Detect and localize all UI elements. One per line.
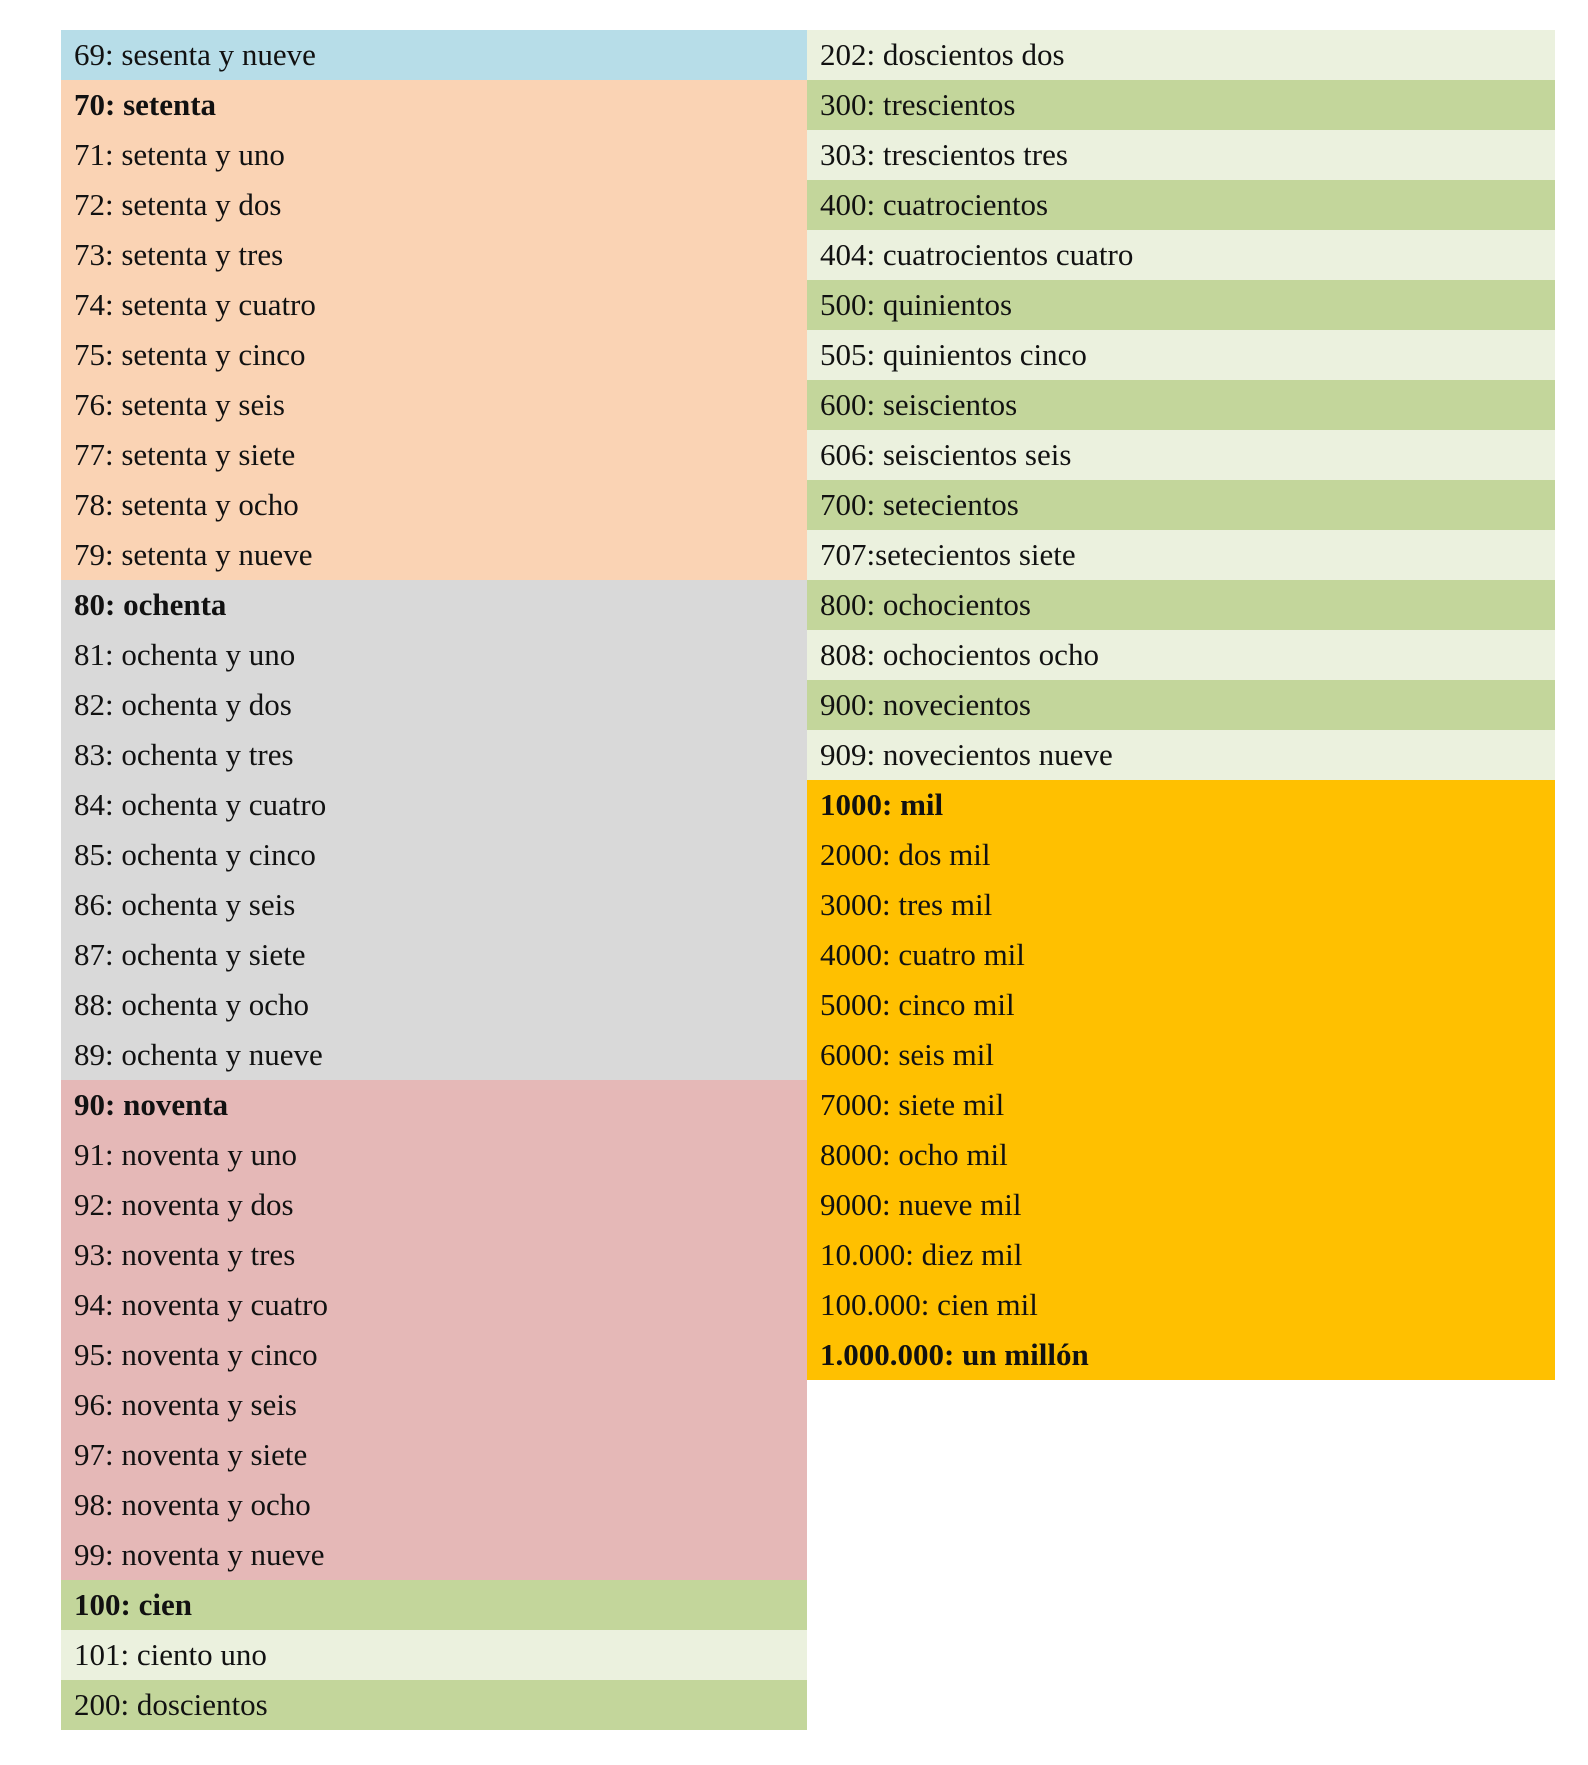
number-row: 100: cien bbox=[61, 1580, 807, 1630]
number-row: 79: setenta y nueve bbox=[61, 530, 807, 580]
numbers-table-left-column: 69: sesenta y nueve 70: setenta 71: setent… bbox=[61, 30, 807, 1730]
number-row: 900: novecientos bbox=[807, 680, 1555, 730]
number-row: 83: ochenta y tres bbox=[61, 730, 807, 780]
number-row: 1000: mil bbox=[807, 780, 1555, 830]
number-row: 75: setenta y cinco bbox=[61, 330, 807, 380]
number-row: 73: setenta y tres bbox=[61, 230, 807, 280]
number-row: 99: noventa y nueve bbox=[61, 1530, 807, 1580]
number-row: 84: ochenta y cuatro bbox=[61, 780, 807, 830]
number-row: 5000: cinco mil bbox=[807, 980, 1555, 1030]
number-row: 94: noventa y cuatro bbox=[61, 1280, 807, 1330]
number-row: 90: noventa bbox=[61, 1080, 807, 1130]
number-row: 600: seiscientos bbox=[807, 380, 1555, 430]
number-row: 72: setenta y dos bbox=[61, 180, 807, 230]
number-row: 9000: nueve mil bbox=[807, 1180, 1555, 1230]
number-row: 98: noventa y ocho bbox=[61, 1480, 807, 1530]
number-row: 8000: ocho mil bbox=[807, 1130, 1555, 1180]
number-row: 80: ochenta bbox=[61, 580, 807, 630]
numbers-table-right-column: 202: doscientos dos 300: trescientos 303: … bbox=[807, 30, 1555, 1380]
number-row: 909: novecientos nueve bbox=[807, 730, 1555, 780]
number-row: 505: quinientos cinco bbox=[807, 330, 1555, 380]
number-row: 6000: seis mil bbox=[807, 1030, 1555, 1080]
number-row: 700: setecientos bbox=[807, 480, 1555, 530]
number-row: 87: ochenta y siete bbox=[61, 930, 807, 980]
number-row: 78: setenta y ocho bbox=[61, 480, 807, 530]
number-row: 85: ochenta y cinco bbox=[61, 830, 807, 880]
number-row: 71: setenta y uno bbox=[61, 130, 807, 180]
number-row: 74: setenta y cuatro bbox=[61, 280, 807, 330]
number-row: 400: cuatrocientos bbox=[807, 180, 1555, 230]
number-row: 4000: cuatro mil bbox=[807, 930, 1555, 980]
number-row: 97: noventa y siete bbox=[61, 1430, 807, 1480]
number-row: 101: ciento uno bbox=[61, 1630, 807, 1680]
number-row: 808: ochocientos ocho bbox=[807, 630, 1555, 680]
number-row: 606: seiscientos seis bbox=[807, 430, 1555, 480]
number-row: 800: ochocientos bbox=[807, 580, 1555, 630]
number-row: 100.000: cien mil bbox=[807, 1280, 1555, 1330]
number-row: 92: noventa y dos bbox=[61, 1180, 807, 1230]
number-row: 82: ochenta y dos bbox=[61, 680, 807, 730]
number-row: 77: setenta y siete bbox=[61, 430, 807, 480]
number-row: 95: noventa y cinco bbox=[61, 1330, 807, 1380]
number-row: 86: ochenta y seis bbox=[61, 880, 807, 930]
number-row: 707:setecientos siete bbox=[807, 530, 1555, 580]
number-row: 404: cuatrocientos cuatro bbox=[807, 230, 1555, 280]
number-row: 500: quinientos bbox=[807, 280, 1555, 330]
number-row: 88: ochenta y ocho bbox=[61, 980, 807, 1030]
number-row: 202: doscientos dos bbox=[807, 30, 1555, 80]
number-row: 200: doscientos bbox=[61, 1680, 807, 1730]
number-row: 3000: tres mil bbox=[807, 880, 1555, 930]
number-row: 1.000.000: un millón bbox=[807, 1330, 1555, 1380]
number-row: 93: noventa y tres bbox=[61, 1230, 807, 1280]
number-row: 70: setenta bbox=[61, 80, 807, 130]
number-row: 76: setenta y seis bbox=[61, 380, 807, 430]
number-row: 10.000: diez mil bbox=[807, 1230, 1555, 1280]
number-row: 300: trescientos bbox=[807, 80, 1555, 130]
number-row: 303: trescientos tres bbox=[807, 130, 1555, 180]
number-row: 89: ochenta y nueve bbox=[61, 1030, 807, 1080]
number-row: 2000: dos mil bbox=[807, 830, 1555, 880]
number-row: 81: ochenta y uno bbox=[61, 630, 807, 680]
number-row: 91: noventa y uno bbox=[61, 1130, 807, 1180]
number-row: 7000: siete mil bbox=[807, 1080, 1555, 1130]
number-row: 96: noventa y seis bbox=[61, 1380, 807, 1430]
number-row: 69: sesenta y nueve bbox=[61, 30, 807, 80]
